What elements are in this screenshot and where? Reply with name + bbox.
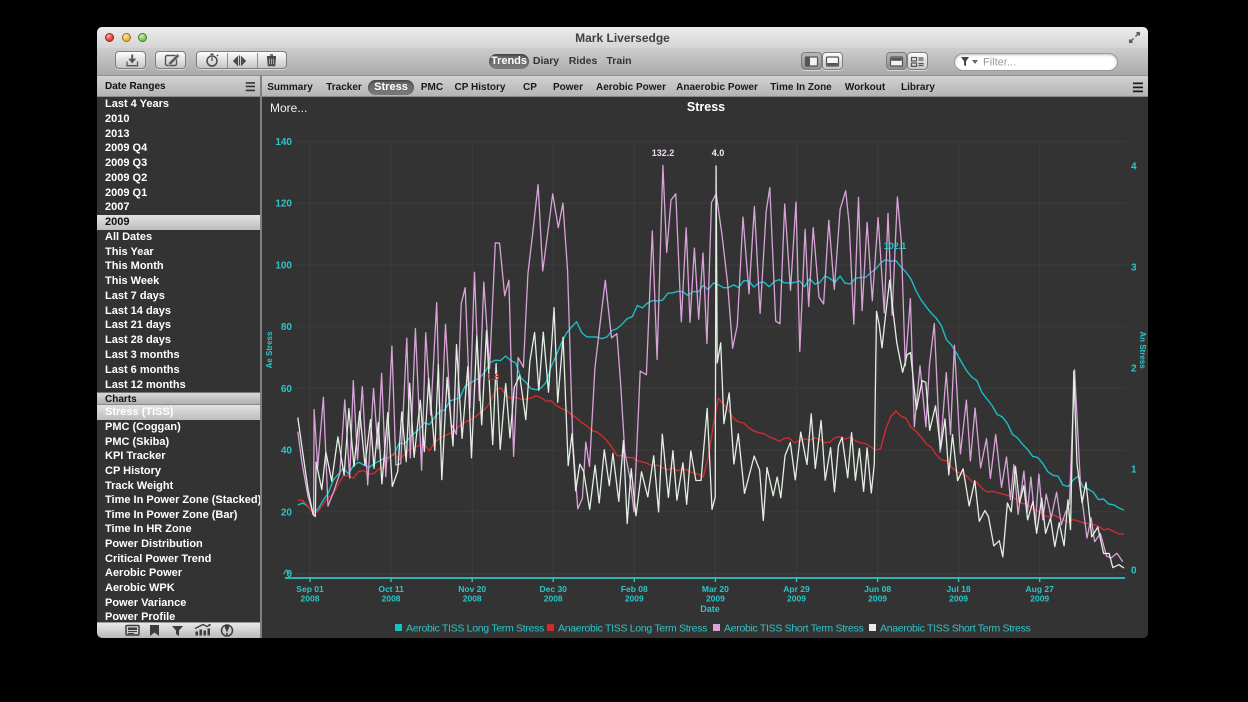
svg-text:Anaerobic TISS Long Term Stres: Anaerobic TISS Long Term Stress: [558, 623, 707, 635]
svg-text:Nov 20: Nov 20: [458, 584, 486, 594]
svg-text:80: 80: [281, 322, 293, 333]
svg-text:2009: 2009: [787, 594, 806, 604]
svg-text:2008: 2008: [301, 594, 320, 604]
svg-text:100: 100: [275, 260, 292, 271]
svg-text:1: 1: [1131, 465, 1137, 476]
svg-text:Anaerobic TISS Short Term Stre: Anaerobic TISS Short Term Stress: [880, 623, 1031, 635]
svg-text:2008: 2008: [544, 594, 563, 604]
svg-text:140: 140: [275, 137, 292, 148]
svg-text:An Stress: An Stress: [1138, 331, 1147, 369]
svg-text:2009: 2009: [949, 594, 968, 604]
svg-text:120: 120: [275, 199, 292, 210]
svg-text:Oct 11: Oct 11: [378, 584, 404, 594]
svg-text:Date: Date: [700, 604, 720, 614]
svg-text:2009: 2009: [706, 594, 725, 604]
svg-text:2: 2: [1131, 364, 1137, 375]
svg-text:Ae Stress: Ae Stress: [265, 331, 274, 368]
svg-text:2008: 2008: [463, 594, 482, 604]
svg-text:3: 3: [1131, 263, 1137, 274]
svg-text:1.8: 1.8: [487, 372, 500, 382]
svg-text:Aerobic TISS Long Term Stress: Aerobic TISS Long Term Stress: [406, 623, 544, 635]
svg-text:Sep 01: Sep 01: [296, 584, 324, 594]
svg-text:Jun 08: Jun 08: [864, 584, 891, 594]
svg-text:Stress: Stress: [687, 100, 725, 114]
svg-text:40: 40: [281, 446, 293, 457]
svg-text:Mar 20: Mar 20: [702, 584, 729, 594]
svg-text:132.2: 132.2: [652, 148, 675, 158]
svg-text:4.0: 4.0: [712, 148, 725, 158]
svg-text:0: 0: [1131, 566, 1137, 577]
svg-text:Dec 30: Dec 30: [539, 584, 567, 594]
svg-text:Feb 08: Feb 08: [621, 584, 648, 594]
svg-text:2008: 2008: [382, 594, 401, 604]
svg-text:Apr 29: Apr 29: [783, 584, 810, 594]
svg-text:2009: 2009: [868, 594, 887, 604]
svg-text:Jul 18: Jul 18: [947, 584, 971, 594]
svg-text:102.1: 102.1: [884, 241, 907, 251]
svg-text:Aerobic TISS Short Term Stress: Aerobic TISS Short Term Stress: [724, 623, 863, 635]
svg-text:2009: 2009: [1030, 594, 1049, 604]
svg-text:Aug 27: Aug 27: [1026, 584, 1055, 594]
svg-text:More...: More...: [270, 101, 307, 115]
svg-text:Filter...: Filter...: [983, 56, 1016, 68]
svg-text:4: 4: [1131, 162, 1137, 173]
svg-text:0: 0: [286, 569, 292, 580]
svg-text:20: 20: [281, 507, 293, 518]
svg-text:60: 60: [281, 384, 293, 395]
svg-text:2009: 2009: [625, 594, 644, 604]
